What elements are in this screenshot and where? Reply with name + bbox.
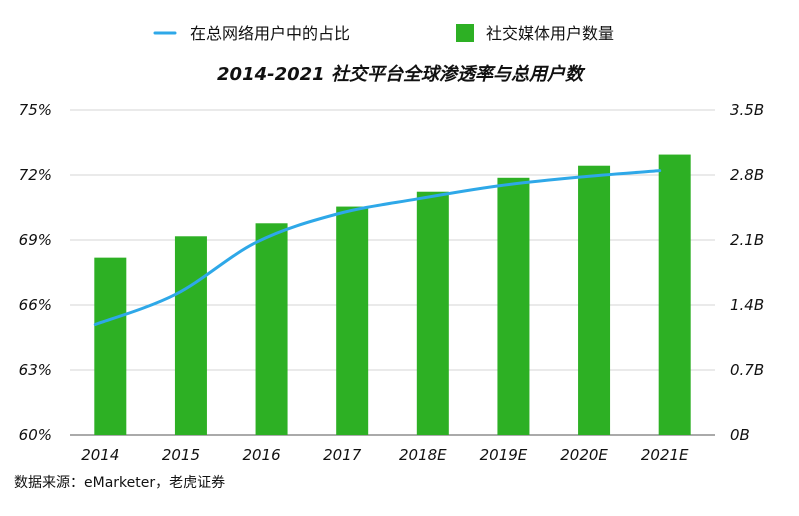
bar [416, 191, 449, 435]
x-tick-label: 2015 [162, 446, 200, 464]
right-axis-ticks: 0B 0.7B 1.4B 2.1B 2.8B 3.5B [730, 101, 764, 444]
right-tick-label: 3.5B [730, 101, 764, 119]
bar [255, 223, 288, 435]
right-tick-label: 0.7B [730, 361, 764, 379]
right-tick-label: 2.1B [730, 231, 764, 249]
legend: 在总网络用户中的占比 社交媒体用户数量 [153, 24, 614, 43]
line-series [93, 169, 662, 326]
left-axis-ticks: 60% 63% 66% 69% 72% 75% [19, 101, 52, 444]
right-tick-label: 0B [730, 426, 750, 444]
left-tick-label: 72% [19, 166, 52, 184]
bar [94, 257, 127, 435]
legend-label-bar: 社交媒体用户数量 [486, 24, 614, 43]
legend-bar-swatch [456, 24, 474, 42]
left-tick-label: 69% [19, 231, 52, 249]
x-axis-ticks: 2014 2015 2016 2017 2018E 2019E 2020E 2021E [81, 446, 689, 464]
bar [174, 236, 207, 435]
x-tick-label: 2020E [560, 446, 608, 464]
x-tick-label: 2021E [641, 446, 689, 464]
left-tick-label: 66% [19, 296, 52, 314]
grid [70, 109, 715, 436]
right-tick-label: 2.8B [730, 166, 764, 184]
left-tick-label: 63% [19, 361, 52, 379]
x-tick-label: 2019E [480, 446, 528, 464]
left-tick-label: 75% [19, 101, 52, 119]
bar [578, 165, 611, 435]
bar-series [94, 154, 691, 436]
x-tick-label: 2014 [81, 446, 119, 464]
x-tick-label: 2018E [399, 446, 447, 464]
bar [497, 177, 530, 436]
legend-label-line: 在总网络用户中的占比 [190, 24, 350, 43]
series-line [93, 169, 662, 326]
left-tick-label: 60% [19, 426, 52, 444]
bar [336, 206, 369, 435]
chart-title: 2014-2021 社交平台全球渗透率与总用户数 [217, 64, 586, 85]
bar [658, 154, 691, 436]
x-tick-label: 2016 [242, 446, 280, 464]
x-tick-label: 2017 [323, 446, 362, 464]
source-note: 数据来源：eMarketer，老虎证券 [14, 475, 225, 491]
right-tick-label: 1.4B [730, 296, 764, 314]
